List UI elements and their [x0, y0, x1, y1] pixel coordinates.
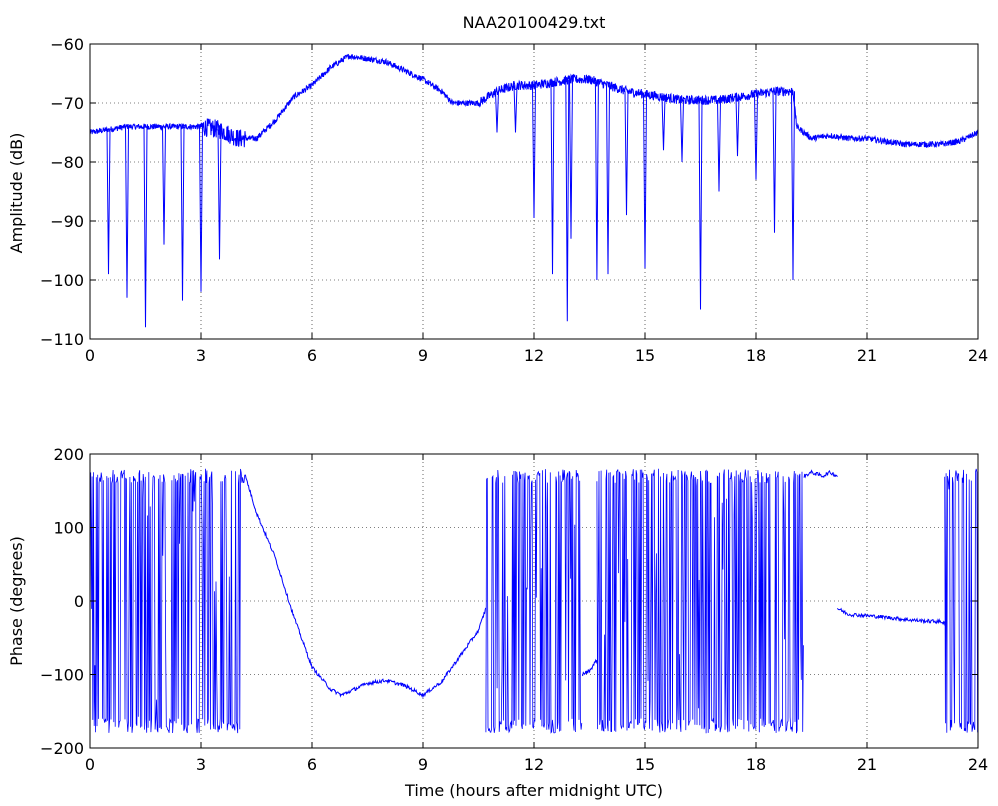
chart-title: NAA20100429.txt — [463, 13, 606, 32]
amplitude-dip — [791, 91, 795, 281]
amplitude-y-tick-label: −100 — [40, 271, 84, 290]
amplitude-x-tick-label: 6 — [307, 346, 317, 365]
amplitude-x-tick-label: 3 — [196, 346, 206, 365]
amplitude-dip — [680, 100, 684, 163]
amplitude-dip — [513, 85, 518, 133]
phase-x-tick-label: 21 — [857, 755, 877, 774]
phase-noisy-segment — [596, 468, 804, 734]
phase-noisy-segment — [485, 469, 583, 734]
amplitude-dip — [199, 126, 203, 292]
phase-x-tick-label: 9 — [418, 755, 428, 774]
phase-x-tick-label: 15 — [635, 755, 655, 774]
amplitude-dip — [125, 126, 129, 298]
phase-y-tick-label: −200 — [40, 739, 84, 758]
phase-y-tick-label: −100 — [40, 666, 84, 685]
amplitude-dip — [717, 100, 721, 192]
amplitude-dip — [624, 91, 629, 216]
phase-series — [89, 468, 978, 734]
amplitude-x-tick-label: 18 — [746, 346, 766, 365]
amplitude-dip — [217, 129, 222, 260]
amplitude-grid — [90, 44, 978, 339]
time-x-axis-label: Time (hours after midnight UTC) — [404, 781, 663, 800]
phase-x-tick-label: 12 — [524, 755, 544, 774]
phase-smooth-segment — [836, 607, 946, 626]
phase-x-tick-label: 6 — [307, 755, 317, 774]
amplitude-x-tick-label: 9 — [418, 346, 428, 365]
amplitude-dip — [569, 79, 573, 239]
amplitude-x-tick-label: 21 — [857, 346, 877, 365]
phase-y-tick-label: 100 — [53, 519, 84, 538]
amplitude-dip — [106, 129, 111, 275]
amplitude-dip — [594, 81, 599, 281]
amplitude-dip — [643, 94, 647, 269]
amplitude-y-tick-label: −60 — [50, 35, 84, 54]
amplitude-panel: NAA20100429.txt Amplitude (dB) 0 3 6 9 12 15 1… — [7, 13, 988, 365]
amplitude-y-tick-label: −90 — [50, 212, 84, 231]
phase-noisy-segment — [89, 468, 246, 734]
phase-x-tick-label: 18 — [746, 755, 766, 774]
phase-x-tick-label: 3 — [196, 755, 206, 774]
amplitude-dip — [162, 126, 166, 245]
amplitude-dip — [495, 91, 499, 133]
amplitude-dip — [754, 94, 758, 180]
amplitude-dip — [735, 97, 740, 157]
amplitude-y-tick-label: −80 — [50, 153, 84, 172]
phase-y-tick-label: 200 — [53, 445, 84, 464]
amplitude-dip — [180, 126, 185, 301]
amplitude-series — [89, 53, 979, 328]
amplitude-y-tick-label: −110 — [40, 330, 84, 349]
amplitude-line — [89, 53, 979, 149]
phase-smooth-segment — [244, 474, 487, 699]
amplitude-dip — [532, 85, 536, 219]
amplitude-x-tick-label: 15 — [635, 346, 655, 365]
amplitude-y-axis-label: Amplitude (dB) — [7, 133, 26, 254]
amplitude-dip — [565, 79, 570, 322]
phase-noisy-segment — [944, 468, 978, 733]
amplitude-dip — [606, 85, 610, 275]
amplitude-ticks: 0 3 6 9 12 15 18 21 24 −110 −100 −90 −80 −70 −60 — [40, 35, 988, 365]
phase-ticks: 0 3 6 9 12 15 18 21 24 −200 −100 0 100 200 — [40, 445, 988, 774]
phase-smooth-segment — [803, 469, 838, 479]
amplitude-y-tick-label: −70 — [50, 94, 84, 113]
phase-y-tick-label: 0 — [74, 592, 84, 611]
phase-y-axis-label: Phase (degrees) — [7, 536, 26, 666]
amplitude-x-tick-label: 12 — [524, 346, 544, 365]
phase-smooth-segment — [581, 658, 598, 677]
phase-panel: Phase (degrees) Time (hours after midnig… — [7, 445, 988, 800]
amplitude-dip — [550, 82, 555, 275]
amplitude-dip — [772, 91, 777, 233]
amplitude-x-tick-label: 0 — [85, 346, 95, 365]
amplitude-dip — [143, 126, 148, 328]
phase-x-tick-label: 0 — [85, 755, 95, 774]
amplitude-dip — [661, 97, 666, 151]
phase-x-tick-label: 24 — [968, 755, 988, 774]
amplitude-x-tick-label: 24 — [968, 346, 988, 365]
amplitude-dip — [698, 100, 703, 310]
